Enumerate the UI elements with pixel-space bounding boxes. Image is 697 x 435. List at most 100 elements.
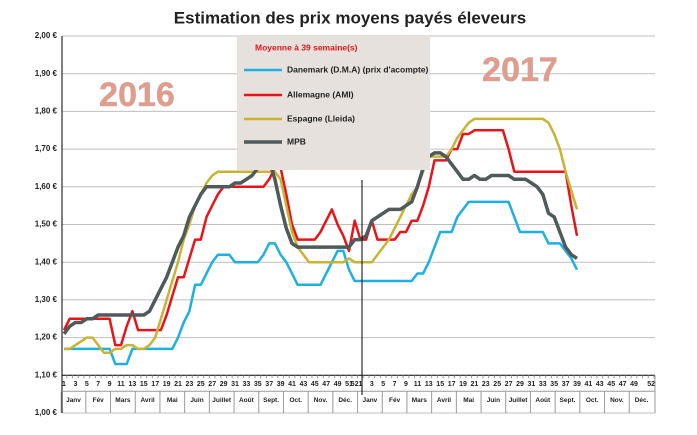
legend-label: Danemark (D.M.A) (prix d'acompte)	[287, 64, 429, 74]
annotation: 2016	[99, 76, 175, 114]
month-label: Janv	[66, 397, 81, 404]
y-tick-label: 1,60 €	[35, 182, 58, 191]
x-tick-label: 17	[151, 381, 159, 388]
y-tick-label: 1,90 €	[35, 69, 58, 78]
legend-box	[237, 35, 430, 170]
x-tick-label: 35	[550, 381, 558, 388]
y-tick-label: 1,80 €	[35, 107, 58, 116]
month-label: Août	[535, 397, 551, 404]
series-line	[64, 117, 579, 354]
month-label: Oct.	[586, 397, 599, 404]
month-label: Déc.	[338, 397, 352, 404]
month-label: Janv	[362, 397, 377, 404]
annotation: 2017	[482, 51, 558, 89]
x-tick-label: 23	[186, 381, 194, 388]
x-tick-label: 5	[85, 381, 89, 388]
month-label: Mai	[463, 397, 474, 404]
x-tick-label: 13	[425, 381, 433, 388]
y-tick-label: 1,50 €	[35, 220, 58, 229]
x-tick-label: 33	[243, 381, 251, 388]
x-tick-label: 3	[370, 381, 374, 388]
x-tick-label: 51	[345, 381, 353, 388]
month-label: Juin	[190, 397, 203, 404]
x-tick-label: 31	[231, 381, 239, 388]
month-label: Juillet	[212, 397, 232, 404]
x-tick-label: 35	[254, 381, 262, 388]
month-label: Mai	[167, 397, 178, 404]
x-tick-label: 27	[505, 381, 513, 388]
y-tick-label: 1,10 €	[35, 370, 58, 379]
x-tick-label: 47	[619, 381, 627, 388]
x-tick-label: 21	[174, 381, 182, 388]
series-line	[64, 200, 579, 366]
month-label: Sept.	[560, 397, 576, 404]
x-tick-label: 43	[596, 381, 604, 388]
x-tick-label: 3	[73, 381, 77, 388]
x-tick-label: 1	[62, 381, 66, 388]
legend-label: Espagne (Lleida)	[287, 113, 355, 123]
x-tick-label: 7	[393, 381, 397, 388]
x-tick-label: 5	[381, 381, 385, 388]
y-tick-label: 1,30 €	[35, 295, 58, 304]
x-tick-label: 43	[300, 381, 308, 388]
x-tick-label: 11	[414, 381, 422, 388]
chart-title: Estimation des prix moyens payés éleveur…	[174, 8, 526, 27]
month-label: Sept.	[263, 397, 279, 404]
x-tick-label: 7	[96, 381, 100, 388]
x-tick-label: 52	[351, 381, 359, 388]
series-line	[62, 129, 579, 347]
x-tick-label: 21	[471, 381, 479, 388]
x-tick-label: 25	[197, 381, 205, 388]
x-tick-label: 9	[108, 381, 112, 388]
month-label: Avril	[140, 397, 154, 404]
x-tick-label: 45	[607, 381, 615, 388]
x-tick-label: 15	[140, 381, 148, 388]
legend-label: Allemagne (AMI)	[287, 89, 354, 99]
x-tick-label: 41	[288, 381, 296, 388]
month-label: Nov.	[610, 397, 624, 404]
x-tick-label: 27	[208, 381, 216, 388]
x-tick-label: 13	[129, 381, 137, 388]
month-label: Mars	[115, 397, 131, 404]
month-label: Juin	[487, 397, 500, 404]
y-tick-label: 1,20 €	[35, 333, 58, 342]
series-line	[62, 151, 578, 335]
x-tick-label: 9	[404, 381, 408, 388]
x-tick-label: 33	[539, 381, 547, 388]
x-tick-label: 31	[528, 381, 536, 388]
month-label: Nov.	[314, 397, 328, 404]
x-tick-label: 25	[493, 381, 501, 388]
month-label: Déc.	[635, 397, 649, 404]
y-tick-label: 1,70 €	[35, 144, 58, 153]
x-tick-label: 23	[482, 381, 490, 388]
x-tick-label: 19	[459, 381, 467, 388]
month-label: Mars	[412, 397, 428, 404]
x-tick-label: 15	[436, 381, 444, 388]
legend-title: Moyenne à 39 semaine(s)	[255, 42, 358, 52]
month-label: Fév	[93, 397, 105, 404]
x-tick-label: 49	[334, 381, 342, 388]
y-tick-label: 1,40 €	[35, 257, 58, 266]
x-tick-label: 47	[322, 381, 330, 388]
x-tick-label: 39	[573, 381, 581, 388]
x-tick-label: 41	[585, 381, 593, 388]
x-tick-label: 49	[630, 381, 638, 388]
x-tick-label: 19	[163, 381, 171, 388]
y-tick-label: 1,00 €	[35, 408, 58, 417]
x-tick-label: 11	[117, 381, 125, 388]
x-tick-label: 29	[516, 381, 524, 388]
month-label: Avril	[437, 397, 451, 404]
month-label: Août	[239, 397, 255, 404]
x-tick-label: 29	[220, 381, 228, 388]
legend-label: MPB	[287, 136, 306, 146]
x-tick-label: 17	[448, 381, 456, 388]
legend: Moyenne à 39 semaine(s) Danemark (D.M.A)…	[237, 35, 430, 170]
month-label: Fév	[389, 397, 401, 404]
month-label: Juillet	[509, 397, 529, 404]
x-tick-label: 1	[358, 381, 362, 388]
month-label: Oct.	[289, 397, 302, 404]
x-tick-label: 37	[562, 381, 570, 388]
x-tick-label: 37	[265, 381, 273, 388]
x-tick-label: 39	[277, 381, 285, 388]
